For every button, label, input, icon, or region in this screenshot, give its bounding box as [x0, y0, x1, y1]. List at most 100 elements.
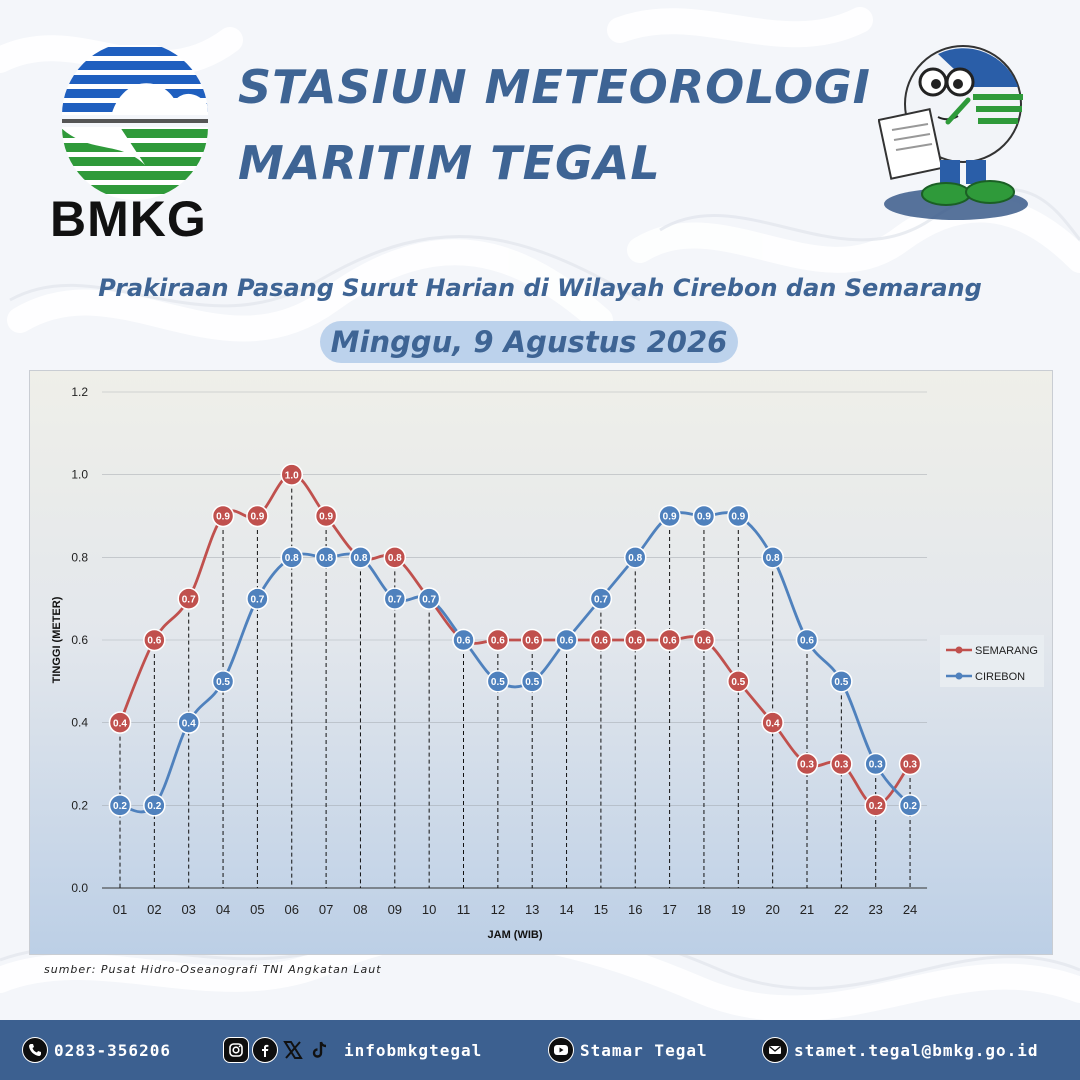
data-point-cirebon — [486, 670, 510, 693]
x-tick-label: 23 — [868, 902, 882, 917]
data-label-cirebon: 0.7 — [388, 594, 402, 605]
x-tick-label: 15 — [594, 902, 608, 917]
data-label-semarang: 0.2 — [869, 801, 883, 812]
data-label-semarang: 0.7 — [182, 594, 196, 605]
data-label-semarang: 0.6 — [491, 636, 505, 647]
x-tick-label: 07 — [319, 902, 333, 917]
station-title-line2: MARITIM TEGAL — [238, 136, 661, 190]
data-label-semarang: 0.3 — [834, 760, 848, 771]
data-label-semarang: 0.8 — [388, 553, 402, 564]
footer-email[interactable]: stamet.tegal@bmkg.go.id — [762, 1020, 1039, 1080]
data-point-semarang — [727, 670, 750, 693]
data-point-cirebon — [624, 546, 647, 569]
legend-label-cirebon: CIREBON — [975, 671, 1025, 683]
data-point-semarang — [692, 628, 716, 652]
x-tick-label: 22 — [834, 902, 848, 917]
data-point-cirebon — [692, 504, 716, 528]
data-point-cirebon — [589, 587, 613, 610]
data-point-semarang — [211, 504, 235, 528]
x-axis-title: JAM (WIB) — [488, 929, 543, 941]
data-point-cirebon — [349, 546, 372, 569]
x-tick-label: 19 — [731, 902, 745, 917]
data-label-semarang: 0.6 — [697, 636, 711, 647]
x-tick-label: 12 — [491, 902, 505, 917]
x-icon — [281, 1038, 305, 1062]
tide-line-chart: 0.0 0.2 0.4 0.6 0.8 1.0 1.2 01 02 03 04 05 06 07 08 09 1… — [51, 385, 1044, 941]
x-tick-label: 24 — [903, 902, 917, 917]
data-point-semarang — [314, 504, 338, 528]
x-tick-label: 09 — [388, 902, 402, 917]
data-point-cirebon — [211, 670, 235, 693]
footer-email-text: stamet.tegal@bmkg.go.id — [794, 1040, 1039, 1060]
data-label-cirebon: 0.8 — [319, 553, 333, 564]
data-label-semarang: 0.6 — [628, 636, 642, 647]
y-tick-label: 0.6 — [71, 633, 88, 647]
data-point-cirebon — [658, 504, 681, 528]
x-tick-label: 14 — [559, 902, 573, 917]
data-label-cirebon: 0.6 — [800, 636, 814, 647]
data-label-cirebon: 0.6 — [457, 636, 471, 647]
footer-youtube[interactable]: Stamar Tegal — [548, 1020, 708, 1080]
email-icon — [762, 1037, 788, 1063]
data-point-cirebon — [520, 670, 544, 693]
y-tick-label: 0.8 — [71, 550, 88, 564]
data-point-cirebon — [727, 504, 750, 528]
x-tick-label: 21 — [800, 902, 814, 917]
data-label-semarang: 1.0 — [285, 470, 299, 481]
data-label-semarang: 0.9 — [319, 512, 333, 523]
data-point-semarang — [830, 752, 853, 776]
youtube-icon — [548, 1037, 574, 1063]
x-tick-label: 10 — [422, 902, 436, 917]
x-tick-label: 20 — [765, 902, 779, 917]
data-label-semarang: 0.5 — [731, 677, 745, 688]
footer-bar: 0283-356206 infobmkgtegal Stamar Tegal s… — [0, 1020, 1080, 1080]
data-point-cirebon — [898, 794, 922, 817]
forecast-date: Minggu, 9 Agustus 2026 — [320, 321, 738, 363]
data-point-semarang — [795, 752, 819, 776]
legend-marker-semarang — [955, 646, 963, 654]
x-tick-label: 02 — [147, 902, 161, 917]
data-point-cirebon — [417, 587, 441, 610]
data-point-semarang — [280, 463, 303, 486]
legend-marker-cirebon — [955, 672, 963, 680]
data-label-cirebon: 0.5 — [491, 677, 505, 688]
data-label-cirebon: 0.9 — [697, 512, 711, 523]
data-point-semarang — [898, 752, 922, 776]
data-label-semarang: 0.6 — [147, 636, 161, 647]
data-point-cirebon — [864, 752, 887, 776]
data-label-cirebon: 0.7 — [250, 594, 264, 605]
facebook-icon — [252, 1037, 278, 1063]
data-label-cirebon: 0.4 — [182, 718, 196, 729]
x-tick-label: 08 — [353, 902, 367, 917]
x-tick-label: 17 — [662, 902, 676, 917]
data-label-cirebon: 0.2 — [147, 801, 161, 812]
x-tick-label: 06 — [285, 902, 299, 917]
data-label-cirebon: 0.8 — [353, 553, 367, 564]
data-point-semarang — [761, 711, 784, 734]
data-point-semarang — [143, 628, 166, 652]
data-point-cirebon — [795, 628, 819, 652]
data-label-semarang: 0.6 — [594, 636, 608, 647]
series-line-cirebon — [119, 511, 912, 814]
y-tick-label: 1.2 — [71, 385, 88, 399]
x-tick-label: 03 — [181, 902, 195, 917]
data-label-cirebon: 0.5 — [525, 677, 539, 688]
data-label-cirebon: 0.2 — [903, 801, 917, 812]
x-tick-label: 18 — [697, 902, 711, 917]
data-point-cirebon — [830, 670, 853, 693]
mascot-illustration — [878, 45, 1028, 220]
data-point-semarang — [864, 794, 887, 817]
footer-youtube-text: Stamar Tegal — [580, 1040, 708, 1060]
footer-phone[interactable]: 0283-356206 — [22, 1020, 171, 1080]
footer-social[interactable]: infobmkgtegal — [223, 1020, 482, 1080]
data-point-cirebon — [761, 546, 784, 569]
data-label-cirebon: 0.2 — [113, 801, 127, 812]
x-tick-label: 11 — [457, 902, 471, 917]
data-label-semarang: 0.6 — [663, 636, 677, 647]
data-point-semarang — [520, 628, 544, 652]
legend-label-semarang: SEMARANG — [975, 645, 1038, 657]
data-label-cirebon: 0.7 — [594, 594, 608, 605]
x-tick-label: 13 — [525, 902, 539, 917]
y-tick-label: 0.4 — [71, 716, 88, 730]
footer-phone-text: 0283-356206 — [54, 1040, 171, 1060]
